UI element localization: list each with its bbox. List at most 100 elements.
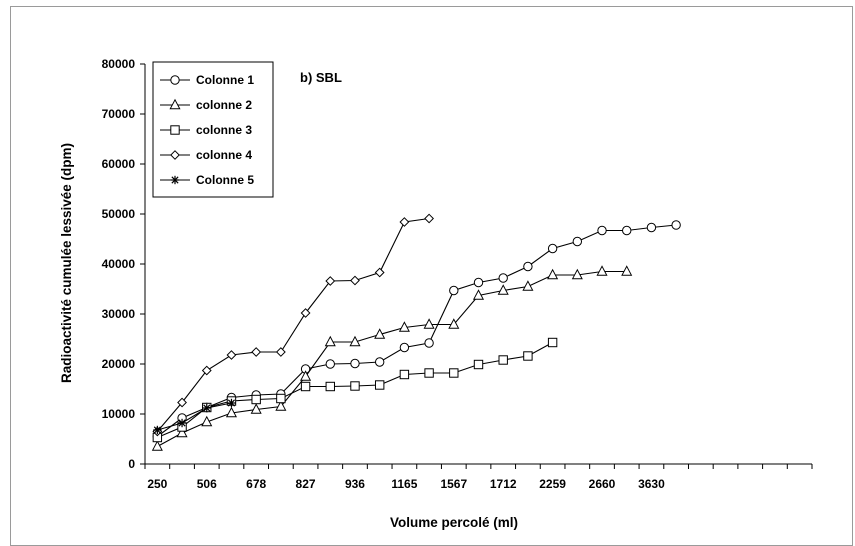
data-point-triangle xyxy=(621,265,633,276)
data-point-circle xyxy=(325,359,335,369)
star-stroke xyxy=(178,419,186,427)
data-point-triangle xyxy=(151,440,163,451)
x-tick-label: 2259 xyxy=(539,477,566,491)
data-point-circle xyxy=(350,358,360,369)
data-point-diamond xyxy=(300,308,311,318)
series-line xyxy=(157,270,627,447)
data-point-square xyxy=(399,369,410,380)
legend-label: Colonne 5 xyxy=(196,173,254,187)
series-group xyxy=(151,213,681,451)
y-tick-label: 30000 xyxy=(102,307,136,321)
data-point-triangle xyxy=(349,335,361,347)
x-tick-label: 250 xyxy=(147,477,167,491)
data-point-diamond xyxy=(226,350,237,360)
star-stroke xyxy=(171,176,179,184)
data-point-circle xyxy=(646,222,657,233)
data-point-triangle xyxy=(547,268,559,280)
x-axis-title: Volume percolé (ml) xyxy=(390,515,518,530)
data-point-circle xyxy=(424,338,434,348)
data-point-diamond xyxy=(374,267,385,278)
legend-label: colonne 2 xyxy=(196,98,252,112)
data-point-star xyxy=(202,403,211,413)
series-4 xyxy=(152,213,434,437)
data-point-triangle xyxy=(201,415,213,427)
data-point-triangle xyxy=(571,268,583,280)
data-point-circle xyxy=(597,225,607,236)
star-stroke xyxy=(203,404,211,412)
data-point-circle xyxy=(671,220,681,230)
data-point-triangle xyxy=(398,321,410,332)
data-point-circle xyxy=(572,236,583,247)
data-point-circle xyxy=(498,273,508,283)
star-stroke xyxy=(227,399,236,407)
legend-entry: Colonne 1 xyxy=(160,73,254,87)
data-point-circle xyxy=(449,285,459,296)
data-point-triangle xyxy=(324,335,336,347)
data-point-square xyxy=(350,381,360,391)
star-stroke xyxy=(153,426,161,434)
y-tick-label: 20000 xyxy=(102,357,136,371)
data-point-square xyxy=(498,355,508,365)
data-point-circle xyxy=(523,261,533,272)
series-5 xyxy=(153,398,236,435)
data-point-diamond xyxy=(325,276,336,286)
data-point-triangle xyxy=(423,318,435,329)
data-point-square xyxy=(374,380,385,390)
data-point-circle xyxy=(622,225,632,236)
data-point-star xyxy=(170,175,180,185)
data-point-diamond xyxy=(350,275,360,286)
x-tick-label: 827 xyxy=(296,477,316,491)
data-point-triangle xyxy=(374,328,386,339)
data-point-triangle xyxy=(225,406,237,418)
x-tick-label: 936 xyxy=(345,477,365,491)
data-point-diamond xyxy=(275,347,286,357)
data-point-circle xyxy=(170,75,180,85)
data-point-square xyxy=(473,359,484,370)
legend: Colonne 1 colonne 2 colonne 3 colonne 4 Colo… xyxy=(152,61,274,198)
legend-label: colonne 3 xyxy=(196,123,252,137)
x-tick-label: 678 xyxy=(246,477,266,491)
data-point-diamond xyxy=(170,150,180,160)
data-point-circle xyxy=(473,277,484,288)
x-tick-label: 506 xyxy=(197,477,217,491)
series-line xyxy=(157,402,232,431)
series-line xyxy=(156,217,430,432)
x-tick-label: 1712 xyxy=(490,477,517,491)
legend-label: Colonne 1 xyxy=(196,73,254,87)
data-point-diamond xyxy=(251,347,262,357)
data-point-triangle xyxy=(522,280,534,291)
data-point-square xyxy=(449,368,459,378)
data-point-triangle xyxy=(275,400,287,411)
data-point-triangle xyxy=(472,289,485,300)
data-point-square xyxy=(300,381,311,392)
data-point-circle xyxy=(547,243,558,254)
y-tick-label: 0 xyxy=(128,457,135,471)
data-point-star xyxy=(177,418,187,428)
data-point-triangle xyxy=(300,370,312,381)
y-axis-title: Radioactivité cumulée lessivée (dpm) xyxy=(59,143,74,383)
y-tick-label: 50000 xyxy=(102,207,136,221)
x-tick-label: 1165 xyxy=(391,477,417,491)
data-point-square xyxy=(276,393,286,404)
data-point-diamond xyxy=(177,397,187,408)
data-point-star xyxy=(227,398,236,408)
y-tick-label: 10000 xyxy=(102,407,136,421)
x-tick-label: 1567 xyxy=(440,477,467,491)
y-tick-label: 80000 xyxy=(102,57,136,71)
series-1 xyxy=(152,220,681,442)
x-tick-label: 2660 xyxy=(589,477,616,491)
data-point-diamond xyxy=(399,217,410,227)
series-3 xyxy=(152,337,558,443)
legend-entry: colonne 2 xyxy=(160,98,252,112)
data-point-triangle xyxy=(250,403,262,414)
data-point-diamond xyxy=(201,365,212,376)
data-point-triangle xyxy=(596,265,608,276)
data-point-triangle xyxy=(448,318,460,329)
legend-entry: Colonne 5 xyxy=(160,173,254,187)
x-ticks: 250 506 678 827 936 1165 1567 1712 2259 2660 3630 xyxy=(144,464,813,491)
y-tick-label: 70000 xyxy=(102,107,136,121)
y-tick-label: 60000 xyxy=(102,157,136,171)
series-2 xyxy=(151,265,633,451)
data-point-square xyxy=(325,381,335,392)
